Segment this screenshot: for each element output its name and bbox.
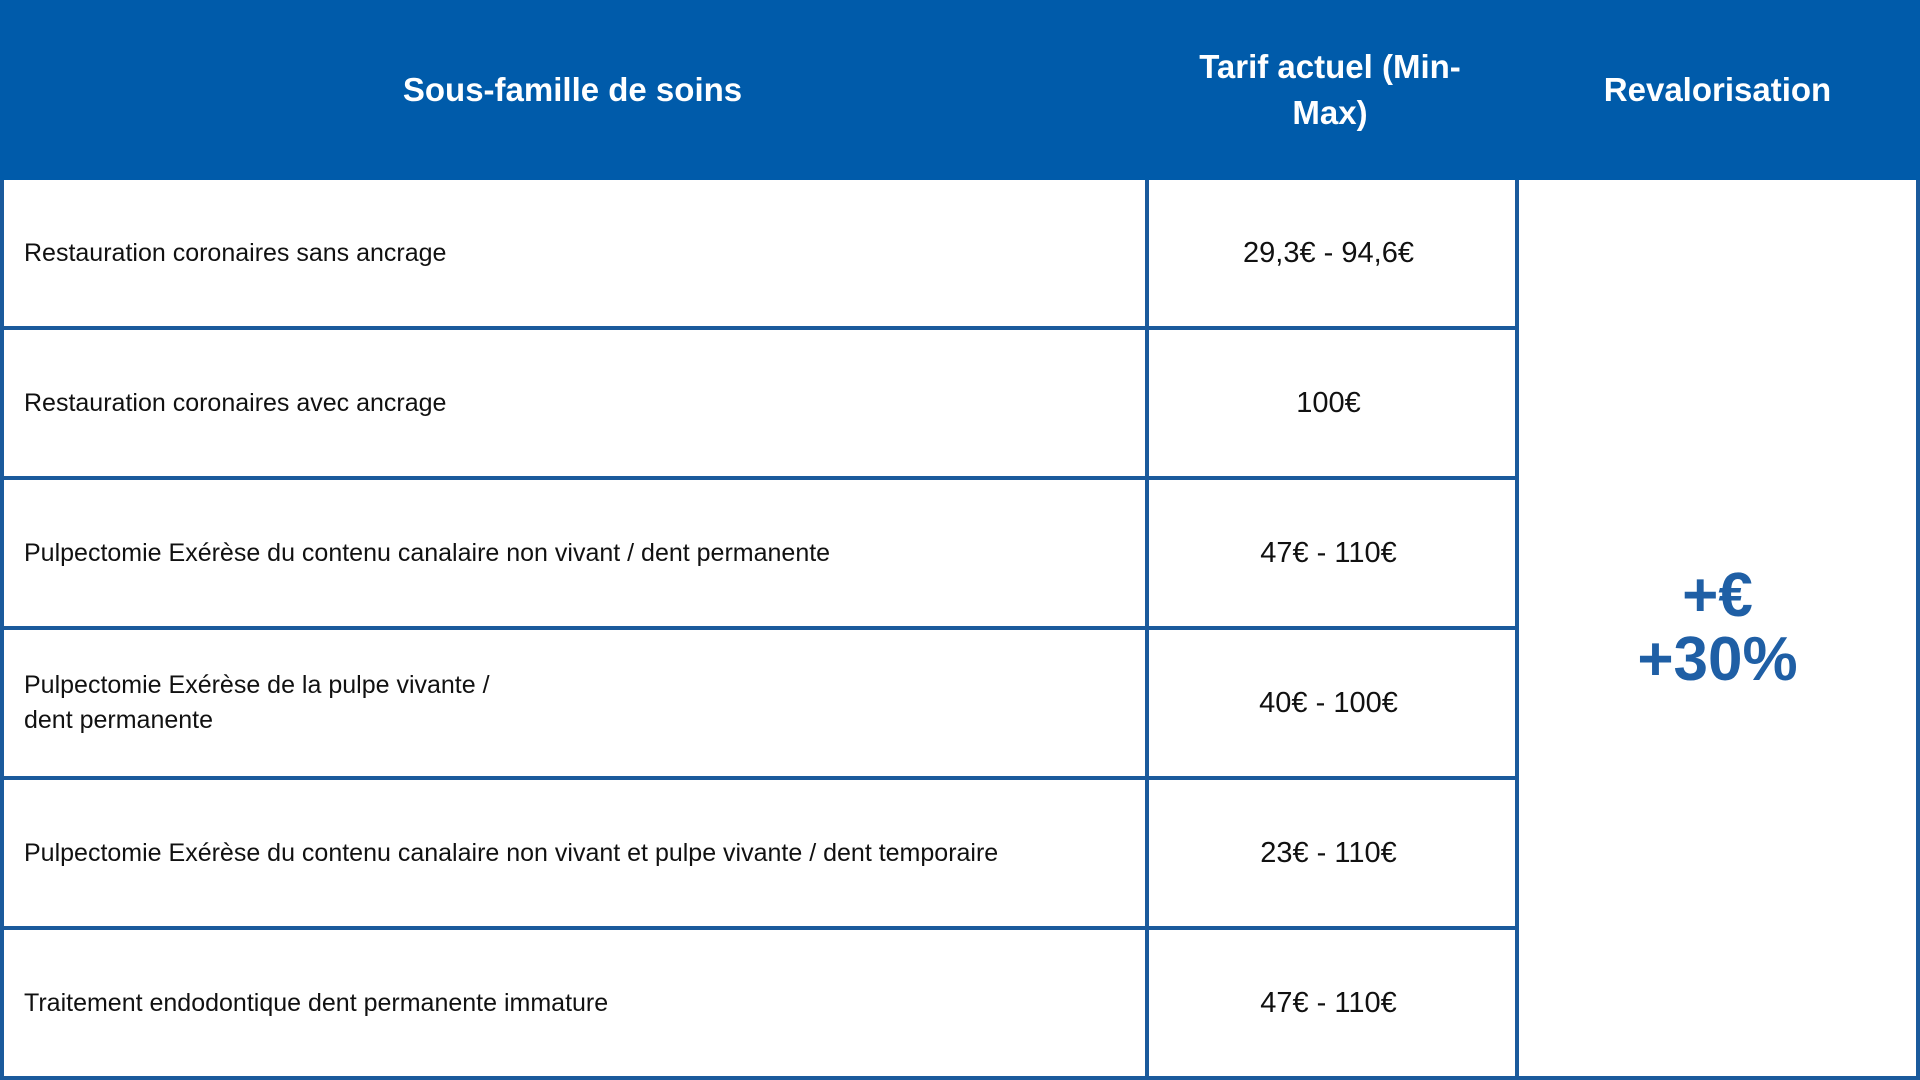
row-label: Pulpectomie Exérèse du contenu canalaire… [24,838,999,867]
row-label: Traitement endodontique dent permanente … [24,988,609,1017]
row-tarif: 23€ - 110€ [1260,836,1397,869]
table-row: Pulpectomie Exérèse de la pulpe vivante … [4,630,1516,780]
row-label: Pulpectomie Exérèse de la pulpe vivante … [24,671,490,734]
header-revalorisation: Revalorisation [1603,71,1832,108]
header-tarif-actuel: Tarif actuel (Min- Max) [1199,48,1461,131]
revalorisation-cell: +€ +30% [1519,180,1916,1076]
table-row: Traitement endodontique dent permanente … [4,930,1516,1080]
row-label: Restauration coronaires avec ancrage [24,388,447,417]
column-divider [1515,180,1519,1076]
row-tarif: 100€ [1296,386,1361,419]
table-row: Pulpectomie Exérèse du contenu canalaire… [4,480,1516,630]
table-header: Sous-famille de soins Tarif actuel (Min-… [0,0,1920,180]
row-tarif: 29,3€ - 94,6€ [1243,236,1414,269]
table-body: Restauration coronaires sans ancrage 29,… [0,180,1920,1080]
revalorisation-percent: +30% [1637,625,1798,694]
table-row: Pulpectomie Exérèse du contenu canalaire… [4,780,1516,930]
row-tarif: 47€ - 110€ [1260,536,1397,569]
row-tarif: 40€ - 100€ [1259,686,1398,719]
row-label: Pulpectomie Exérèse du contenu canalaire… [24,538,831,567]
header-sous-famille: Sous-famille de soins [402,71,743,108]
table-row: Restauration coronaires sans ancrage 29,… [4,180,1516,330]
revalorisation-euro: +€ [1682,561,1753,630]
row-tarif: 47€ - 110€ [1260,986,1397,1019]
row-label: Restauration coronaires sans ancrage [24,238,447,267]
table-row: Restauration coronaires avec ancrage 100… [4,330,1516,480]
column-divider [1145,180,1149,1076]
